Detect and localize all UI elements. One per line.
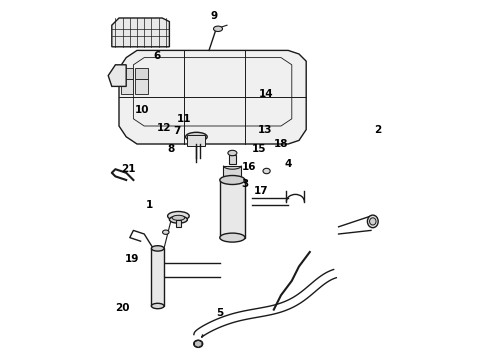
Ellipse shape (368, 215, 378, 228)
Text: 13: 13 (258, 125, 272, 135)
Polygon shape (195, 340, 202, 347)
Bar (229, 155, 236, 164)
Text: 19: 19 (124, 254, 139, 264)
Text: 5: 5 (216, 308, 223, 318)
Ellipse shape (170, 216, 187, 223)
Bar (121, 68, 133, 79)
Text: 8: 8 (168, 144, 175, 154)
Bar (223, 166, 242, 180)
Text: 2: 2 (374, 125, 382, 135)
Text: 3: 3 (242, 179, 248, 189)
Ellipse shape (151, 303, 164, 309)
Text: 4: 4 (285, 159, 292, 169)
Text: 18: 18 (274, 139, 288, 149)
Text: 16: 16 (242, 162, 256, 172)
Ellipse shape (220, 233, 245, 242)
Ellipse shape (214, 26, 222, 31)
Text: 1: 1 (146, 200, 153, 210)
Text: 15: 15 (252, 144, 267, 154)
Bar (175, 220, 181, 227)
Bar (151, 248, 164, 306)
Text: 12: 12 (157, 123, 171, 133)
Ellipse shape (220, 176, 245, 185)
Text: 20: 20 (115, 303, 130, 313)
Bar (121, 79, 133, 94)
Ellipse shape (163, 230, 169, 234)
Ellipse shape (194, 340, 203, 347)
Bar (220, 180, 245, 238)
Polygon shape (119, 50, 306, 144)
Ellipse shape (172, 215, 185, 220)
Text: 21: 21 (121, 164, 135, 174)
Ellipse shape (228, 150, 237, 156)
Ellipse shape (186, 132, 207, 141)
Bar (135, 79, 148, 94)
Bar (135, 68, 148, 79)
Text: 9: 9 (211, 11, 218, 21)
Ellipse shape (168, 212, 189, 220)
Text: 14: 14 (259, 89, 274, 99)
Ellipse shape (189, 136, 204, 141)
Ellipse shape (263, 168, 270, 174)
Text: 11: 11 (176, 114, 191, 124)
Polygon shape (108, 65, 126, 86)
Ellipse shape (369, 218, 376, 225)
Text: 7: 7 (173, 126, 180, 136)
Bar (187, 135, 205, 146)
Text: 6: 6 (153, 51, 160, 61)
Text: 17: 17 (254, 186, 269, 196)
Polygon shape (112, 18, 170, 47)
Text: 10: 10 (135, 105, 149, 115)
Ellipse shape (151, 246, 164, 251)
